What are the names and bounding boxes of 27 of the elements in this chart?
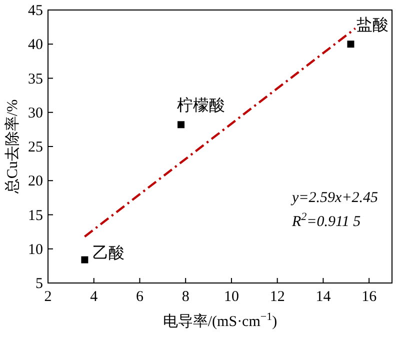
y-tick-label: 45: [28, 3, 43, 19]
y-axis-title: 总Cu去除率/%: [4, 99, 21, 195]
point: [347, 40, 354, 48]
x-tick-label: 10: [224, 289, 239, 305]
y-tick-label: 15: [28, 208, 43, 224]
x-tick-label: 2: [44, 289, 52, 305]
x-tick-label: 14: [316, 289, 332, 305]
x-tick-label: 8: [182, 289, 190, 305]
annotation: 柠檬酸: [177, 96, 226, 115]
annotation: 盐酸: [356, 15, 389, 34]
x-tick-label: 16: [362, 289, 378, 305]
y-tick-label: 35: [28, 71, 43, 88]
y-tick-label: 40: [28, 37, 43, 54]
annotation: R$^{2}$=0.911 5: [291, 211, 362, 230]
point: [178, 121, 185, 128]
point: [81, 256, 88, 264]
y-tick-label: 20: [28, 174, 43, 190]
x-tick-label: 12: [270, 289, 285, 305]
y-tick-label: 5: [36, 276, 43, 292]
annotation: 乙酸: [92, 242, 125, 262]
y-tick-label: 25: [28, 140, 43, 156]
y-tick-label: 10: [28, 242, 43, 258]
x-axis-title: 电导率/(mS·cm$^{−1}$): [162, 311, 278, 330]
x-tick-label: 6: [136, 289, 144, 305]
annotation: y=2.59x+2.45: [290, 190, 379, 206]
x-tick-label: 4: [90, 289, 98, 305]
y-tick-label: 30: [28, 105, 43, 122]
